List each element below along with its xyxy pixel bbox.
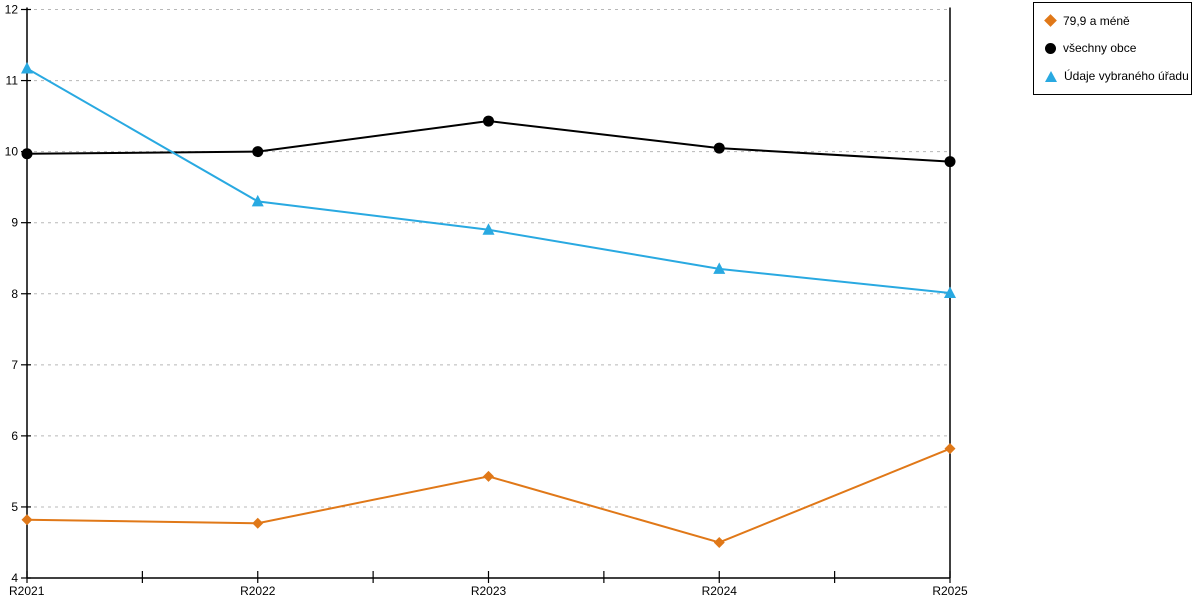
data-point-triangle (251, 194, 264, 207)
legend-item: všechny obce (1045, 41, 1185, 55)
x-tick-label: R2023 (471, 584, 507, 598)
diamond-marker-icon (1044, 14, 1057, 28)
legend-item: 79,9 a méně (1044, 13, 1185, 28)
data-point-triangle (21, 61, 33, 74)
data-point-triangle (944, 286, 956, 299)
series-line (26, 120, 951, 163)
y-tick-label: 4 (11, 571, 18, 585)
data-point-diamond (252, 517, 264, 529)
x-tick-label: R2022 (240, 584, 276, 598)
data-point-diamond (21, 514, 33, 526)
data-point-triangle (482, 223, 495, 235)
data-point-diamond (713, 536, 725, 548)
legend-label: Údaje vybraného úřadu (1064, 69, 1189, 84)
x-tick-label: R2021 (9, 584, 45, 598)
data-point-circle (483, 115, 494, 127)
y-tick-label: 5 (11, 500, 18, 514)
y-tick-label: 8 (11, 287, 18, 301)
series-line (26, 447, 951, 544)
x-tick-label: R2024 (702, 584, 738, 598)
series-line (26, 67, 951, 295)
y-tick-label: 10 (5, 145, 19, 159)
circle-marker-icon (1045, 42, 1056, 54)
legend-label: 79,9 a méně (1063, 13, 1130, 28)
data-point-circle (252, 146, 264, 158)
data-point-circle (944, 156, 956, 168)
x-tick-label: R2025 (932, 584, 968, 598)
data-point-triangle (713, 262, 726, 274)
y-tick-label: 9 (11, 216, 18, 230)
y-tick-label: 12 (5, 3, 19, 17)
y-tick-label: 11 (6, 74, 19, 88)
legend-label: všechny obce (1063, 41, 1137, 56)
triangle-marker-icon (1045, 70, 1057, 82)
data-point-diamond (483, 470, 494, 482)
legend: 79,9 a méně všechny obce Údaje vybraného… (1033, 2, 1192, 95)
data-point-diamond (944, 443, 956, 455)
legend-item: Údaje vybraného úřadu (1045, 69, 1189, 83)
data-point-circle (713, 142, 725, 154)
y-tick-label: 6 (11, 429, 18, 443)
data-point-circle (21, 148, 33, 160)
y-tick-label: 7 (11, 358, 18, 372)
